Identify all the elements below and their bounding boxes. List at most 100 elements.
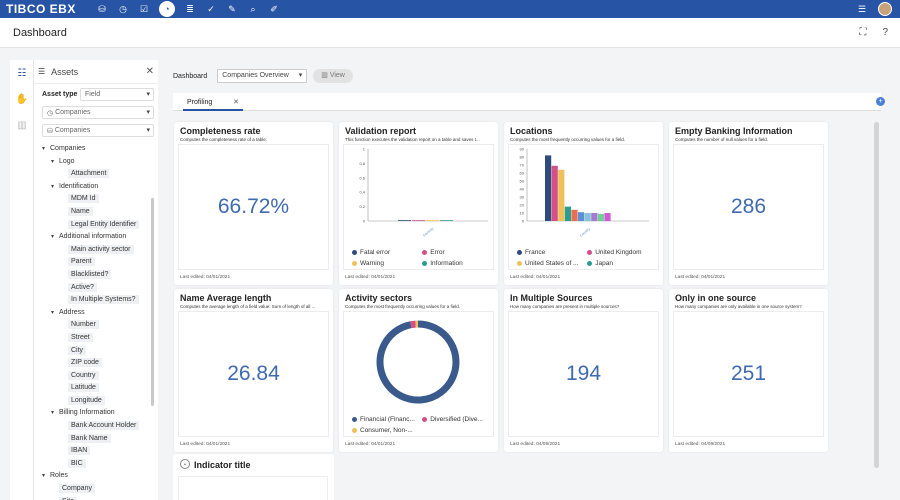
tree-item[interactable]: Main activity sector bbox=[42, 244, 158, 257]
caret-down-icon[interactable]: ▾ bbox=[42, 143, 50, 156]
tree-item[interactable]: ▾ Companies bbox=[42, 143, 158, 156]
tree-item[interactable]: ▾ Identification bbox=[42, 181, 158, 194]
card-footer: Last edited: 04/01/2021 bbox=[180, 275, 230, 280]
card-name-average-length[interactable]: Name Average length Computes the average… bbox=[174, 289, 333, 452]
tree-item[interactable]: In Multiple Systems? bbox=[42, 294, 158, 307]
legend-dot bbox=[587, 261, 592, 266]
tree-item[interactable]: ZIP code bbox=[42, 357, 158, 370]
tree-item-label: Site bbox=[59, 497, 77, 500]
dashboard-icon[interactable]: ◔ bbox=[159, 1, 175, 17]
database-icon[interactable]: ⛁ bbox=[96, 3, 108, 15]
view-button[interactable]: ▥ View bbox=[313, 69, 353, 83]
tree-item[interactable]: ▾ Address bbox=[42, 307, 158, 320]
card-title: Validation report bbox=[345, 126, 416, 136]
legend-dot bbox=[587, 250, 592, 255]
tree-item[interactable]: MDM Id bbox=[42, 193, 158, 206]
caret-down-icon[interactable]: ▾ bbox=[42, 470, 50, 483]
help-icon[interactable]: ? bbox=[882, 27, 888, 38]
tree-item-label: Bank Name bbox=[68, 434, 111, 443]
caret-down-icon[interactable]: ▾ bbox=[51, 307, 59, 320]
card-completeness-rate[interactable]: Completeness rate Computes the completen… bbox=[174, 122, 333, 285]
close-icon[interactable]: ✕ bbox=[146, 66, 154, 77]
card-empty-banking-information[interactable]: Empty Banking Information Computes the n… bbox=[669, 122, 828, 285]
tree-item[interactable]: ▾ Additional information bbox=[42, 231, 158, 244]
caret-down-icon[interactable]: ▾ bbox=[51, 181, 59, 194]
tree-item[interactable]: ▾ Billing Information bbox=[42, 407, 158, 420]
task-icon[interactable]: ✓ bbox=[205, 3, 217, 15]
tree-item-label: IBAN bbox=[68, 446, 90, 455]
tree-item[interactable]: Country bbox=[42, 370, 158, 383]
caret-down-icon[interactable]: ▾ bbox=[51, 407, 59, 420]
tab-profiling[interactable]: Profiling ✕ bbox=[183, 96, 243, 111]
hand-rail-icon[interactable]: ✋ bbox=[10, 86, 34, 112]
legend-item: United States of ... bbox=[517, 260, 585, 267]
card-only-in-one-source[interactable]: Only in one source How many companies ar… bbox=[669, 289, 828, 452]
main-scrollbar[interactable] bbox=[874, 122, 879, 468]
card-description: Computes the number of null values for a… bbox=[675, 137, 825, 142]
assets-rail-icon[interactable]: ☷ bbox=[10, 60, 34, 86]
card-title: Empty Banking Information bbox=[675, 126, 793, 136]
check-icon[interactable]: ☑ bbox=[138, 3, 150, 15]
tree-item[interactable]: Bank Name bbox=[42, 433, 158, 446]
bar bbox=[585, 213, 591, 221]
caret-down-icon[interactable]: ▾ bbox=[51, 156, 59, 169]
tree-item[interactable]: Company bbox=[42, 483, 158, 496]
asset-type-select[interactable]: Field bbox=[80, 88, 154, 101]
table-select[interactable]: ⛁ Companies bbox=[42, 124, 154, 137]
tree-item[interactable]: ▾ Roles bbox=[42, 470, 158, 483]
legend-dot bbox=[352, 428, 357, 433]
tree-item[interactable]: City bbox=[42, 345, 158, 358]
left-rail: ☷ ✋ ▥ bbox=[10, 60, 34, 500]
card-activity-sectors[interactable]: Activity sectors Computes the most frequ… bbox=[339, 289, 498, 452]
tree-item[interactable]: Parent bbox=[42, 256, 158, 269]
tree-item[interactable]: Number bbox=[42, 319, 158, 332]
fullscreen-icon[interactable]: ⛶ bbox=[859, 27, 866, 38]
tree-item[interactable]: BIC bbox=[42, 458, 158, 471]
stack-icon[interactable]: ≣ bbox=[184, 3, 196, 15]
tree-item[interactable]: IBAN bbox=[42, 445, 158, 458]
asset-tree: ▾ Companies ▾ Logo Attachment ▾ Identification… bbox=[34, 143, 158, 500]
y-tick-label: 0.2 bbox=[359, 204, 365, 209]
tree-item-label: MDM Id bbox=[68, 194, 99, 203]
wrench-icon[interactable]: ✎ bbox=[226, 3, 238, 15]
avatar[interactable] bbox=[878, 2, 892, 16]
tree-item[interactable]: Blacklisted? bbox=[42, 269, 158, 282]
tree-item[interactable]: Latitude bbox=[42, 382, 158, 395]
chart-rail-icon[interactable]: ▥ bbox=[10, 112, 34, 138]
add-tab-icon[interactable]: + bbox=[876, 97, 885, 106]
schema-select[interactable]: ◷ Companies bbox=[42, 106, 154, 119]
y-tick-label: 10 bbox=[520, 211, 525, 216]
tool-icon[interactable]: ✐ bbox=[268, 3, 280, 15]
tree-item[interactable]: Bank Account Holder bbox=[42, 420, 158, 433]
tree-item[interactable]: ▾ Logo bbox=[42, 156, 158, 169]
assets-title: Assets bbox=[51, 67, 78, 77]
card-validation-report[interactable]: Validation report This function executes… bbox=[339, 122, 498, 285]
kpi-value: 251 bbox=[674, 312, 823, 436]
card-in-multiple-sources[interactable]: In Multiple Sources How many companies a… bbox=[504, 289, 663, 452]
assets-scrollbar[interactable] bbox=[151, 198, 154, 406]
card-locations[interactable]: Locations Computes the most frequently o… bbox=[504, 122, 663, 285]
tree-item[interactable]: Name bbox=[42, 206, 158, 219]
tree-item[interactable]: Site bbox=[42, 496, 158, 500]
card-body: 251 bbox=[673, 311, 824, 437]
card-indicator[interactable]: ⌄ Indicator title bbox=[173, 454, 334, 500]
legend-item: Fatal error bbox=[352, 249, 420, 256]
legend-dot bbox=[422, 250, 427, 255]
clock-icon[interactable]: ◷ bbox=[117, 3, 129, 15]
tree-item[interactable]: Street bbox=[42, 332, 158, 345]
tree-item-label: Additional information bbox=[59, 233, 126, 240]
search-icon[interactable]: ⌕ bbox=[247, 3, 259, 15]
locations-chart: 90 80 70 60 50 40 30 20 10 0 Country bbox=[509, 145, 658, 245]
list-icon[interactable]: ☰ bbox=[856, 3, 868, 15]
card-title: Name Average length bbox=[180, 293, 271, 303]
tree-item[interactable]: Attachment bbox=[42, 168, 158, 181]
caret-down-icon[interactable]: ▾ bbox=[51, 231, 59, 244]
tree-item[interactable]: Active? bbox=[42, 282, 158, 295]
card-footer: Last edited: 04/01/2021 bbox=[345, 275, 395, 280]
tree-item[interactable]: Legal Entity Identifier bbox=[42, 219, 158, 232]
chevron-down-icon[interactable]: ⌄ bbox=[180, 459, 190, 469]
y-tick-label: 1 bbox=[363, 147, 366, 152]
close-icon[interactable]: ✕ bbox=[233, 96, 239, 109]
dashboard-select[interactable]: Companies Overview bbox=[217, 69, 307, 83]
tree-item[interactable]: Longitude bbox=[42, 395, 158, 408]
